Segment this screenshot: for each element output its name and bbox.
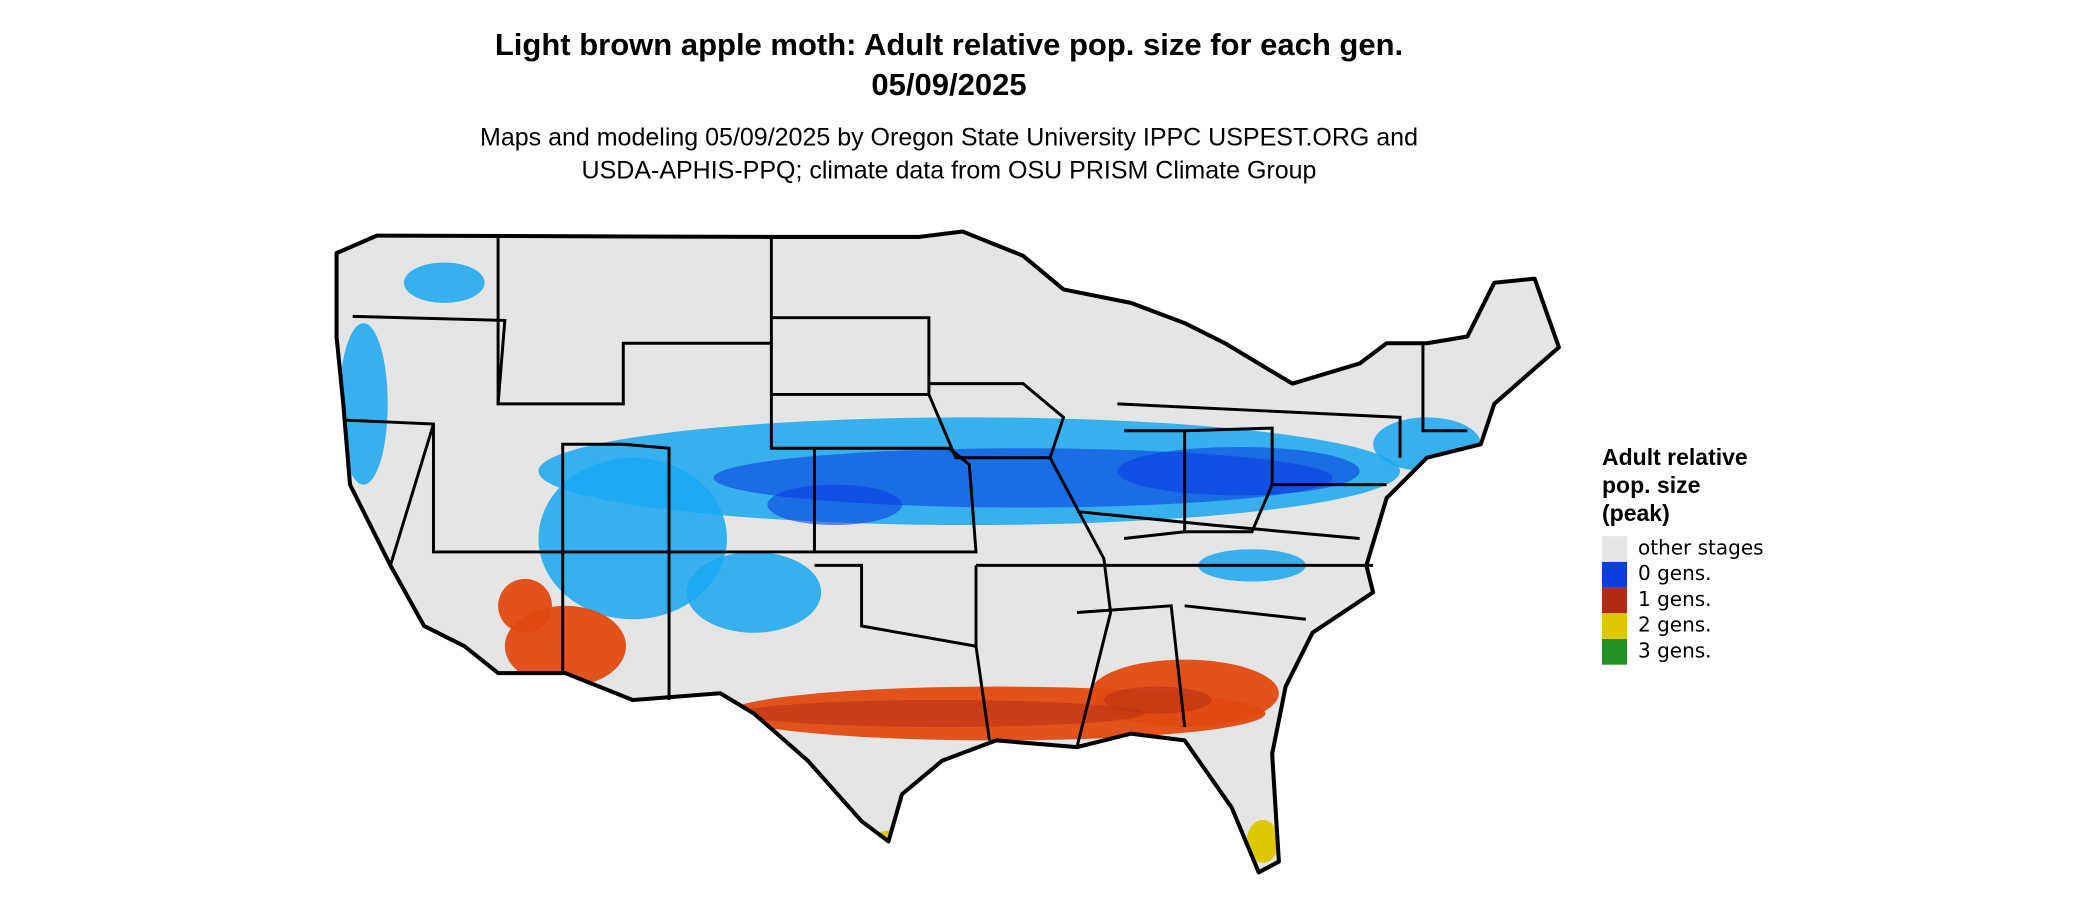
legend: Adult relative pop. size (peak) other st… bbox=[1602, 444, 1764, 665]
model-region bbox=[403, 262, 485, 303]
model-region bbox=[686, 551, 822, 633]
model-region bbox=[1246, 819, 1279, 863]
model-region bbox=[498, 578, 552, 633]
legend-label: 1 gens. bbox=[1638, 587, 1712, 611]
map-subtitle: USDA-APHIS-PPQ; climate data from OSU PR… bbox=[582, 157, 1317, 185]
map-title: Light brown apple moth: Adult relative p… bbox=[495, 27, 1403, 62]
legend-label: 0 gens. bbox=[1638, 561, 1712, 585]
legend-swatch bbox=[1602, 613, 1627, 639]
legend-swatch bbox=[1602, 639, 1627, 665]
legend-title: Adult relative bbox=[1602, 444, 1748, 470]
us-map bbox=[334, 229, 1561, 875]
model-region bbox=[1117, 446, 1360, 496]
model-region bbox=[767, 484, 902, 526]
legend-title: (peak) bbox=[1602, 500, 1670, 526]
legend-title: pop. size bbox=[1602, 472, 1700, 498]
model-region bbox=[339, 323, 388, 485]
legend-label: other stages bbox=[1638, 536, 1764, 560]
legend-label: 3 gens. bbox=[1638, 638, 1712, 662]
model-region bbox=[538, 457, 727, 620]
model-region bbox=[1103, 686, 1212, 714]
state-borders bbox=[343, 236, 1468, 748]
map-subtitle: Maps and modeling 05/09/2025 by Oregon S… bbox=[480, 124, 1418, 152]
map-date: 05/09/2025 bbox=[871, 67, 1026, 102]
legend-label: 2 gens. bbox=[1638, 613, 1712, 637]
legend-swatch bbox=[1602, 587, 1627, 614]
legend-swatch bbox=[1602, 561, 1627, 588]
model-region bbox=[1373, 417, 1481, 472]
legend-swatch bbox=[1602, 536, 1627, 562]
us-outline bbox=[334, 229, 1561, 875]
model-region bbox=[740, 700, 1145, 727]
